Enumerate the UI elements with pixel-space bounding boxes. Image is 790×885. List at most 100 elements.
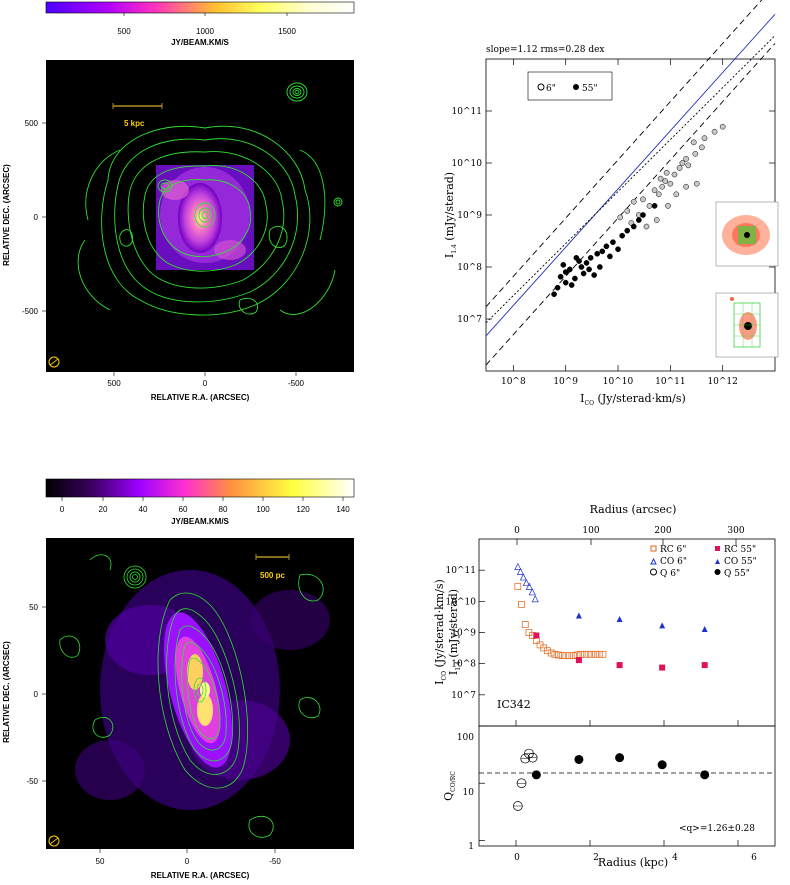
legend-b-item: 55" [582, 84, 598, 94]
point-6arcsec [693, 180, 700, 187]
point-rc-6 [592, 650, 599, 658]
ytick-label: 10^9 [451, 629, 476, 639]
point-55arcsec [572, 275, 578, 282]
galaxy-label: IC342 [497, 698, 531, 711]
point-6arcsec [665, 202, 671, 209]
panel-b: slope=1.12 rms=0.28 dex 10^8 10^9 10^10 10^… [443, 0, 779, 407]
point-rc-55 [616, 662, 623, 669]
panel-a: 500 1000 1500 JY/BEAM.KM/S [2, 1, 355, 402]
point-rc-6 [547, 649, 555, 657]
xtick-a: 500 [107, 379, 121, 388]
point-55arcsec [562, 269, 569, 275]
xtick-d: 4 [672, 853, 678, 863]
ylabel-c: RELATIVE DEC. (ARCSEC) [2, 641, 11, 743]
point-rc-6 [562, 652, 570, 660]
scalebar-a-label: 5 kpc [124, 119, 145, 128]
point-55arcsec [630, 223, 637, 230]
co-map-c [75, 570, 330, 810]
scalebar-c-label: 500 pc [260, 571, 285, 580]
point-6arcsec [683, 156, 689, 162]
point-rc-55 [533, 632, 540, 639]
lower-scatter-line [485, 43, 776, 366]
ytick-label: 10^10 [446, 597, 477, 607]
point-co-55 [616, 616, 623, 623]
legend-d-marker [650, 568, 657, 576]
legend-b-filled-marker [573, 84, 579, 90]
point-rc-6 [569, 652, 577, 660]
top-axis-label-d: Radius (arcsec) [590, 503, 677, 516]
point-6arcsec [683, 183, 689, 190]
point-6arcsec [663, 169, 670, 176]
point-co-6 [531, 595, 539, 603]
point-rc-55 [701, 662, 708, 669]
colorbar-a [45, 1, 355, 14]
xlabel-a: RELATIVE R.A. (ARCSEC) [151, 393, 250, 402]
colorbar-c [45, 478, 355, 498]
point-55arcsec [583, 260, 590, 266]
point-55arcsec [607, 253, 613, 260]
point-55arcsec [603, 243, 610, 250]
point-6arcsec [711, 128, 718, 135]
point-6arcsec [692, 150, 699, 157]
xtick-c: -50 [269, 857, 281, 866]
xtick-label: 10^10 [603, 377, 634, 387]
top-tick-d: 100 [582, 526, 599, 536]
upper-scatter-line [485, 0, 763, 308]
point-rc-6 [566, 652, 574, 660]
point-6arcsec [617, 214, 624, 221]
xtick-c: 50 [96, 857, 105, 866]
xtick-label: 10^9 [553, 377, 578, 387]
point-55arcsec [554, 284, 561, 291]
colorbar-c-tick: 80 [219, 505, 228, 514]
point-55arcsec [640, 212, 646, 218]
legend-d-marker [650, 557, 657, 565]
legend-d-item: Q 55" [724, 569, 750, 579]
point-6arcsec [659, 183, 666, 190]
colorbar-c-tick: 0 [60, 505, 65, 514]
legend-d-marker [715, 546, 720, 551]
point-6arcsec [679, 160, 686, 166]
xtick-a: -500 [288, 379, 305, 388]
ytick-d-lower: 10 [463, 788, 475, 798]
ylabel-a: RELATIVE DEC. (ARCSEC) [2, 164, 11, 266]
point-co-6 [519, 573, 527, 581]
plot-d-lower-frame [478, 725, 776, 847]
point-55arcsec [591, 272, 598, 278]
plot-b-ticks: 10^8 10^9 10^10 10^11 10^12 10^7 10^8 10^9 10^10… [452, 59, 775, 387]
point-55arcsec [551, 291, 557, 298]
legend-d-item: CO 55" [724, 557, 757, 567]
ytick-a: 0 [34, 213, 39, 222]
point-6arcsec [701, 135, 708, 142]
xlabel-b: ICO (Jy/sterad·km/s) [580, 392, 686, 407]
xlabel-d: Radius (kpc) [598, 856, 668, 869]
point-6arcsec [643, 223, 650, 230]
point-55arcsec [573, 254, 580, 261]
point-co-6 [522, 578, 530, 586]
colorbar-a-tick: 1500 [278, 27, 296, 36]
xtick-d: 6 [751, 853, 757, 863]
point-6arcsec [662, 178, 669, 184]
xtick-label: 10^8 [501, 377, 526, 387]
legend-d-marker [715, 559, 720, 564]
point-55arcsec [566, 266, 573, 273]
point-co-6 [528, 588, 536, 596]
point-6arcsec [698, 144, 705, 151]
point-6arcsec [671, 171, 678, 178]
xtick-d: 2 [593, 853, 599, 863]
ytick-c: 0 [34, 690, 39, 699]
xtick-label: 10^11 [655, 377, 685, 387]
point-55arcsec [560, 261, 567, 268]
colorbar-c-tick: 40 [139, 505, 148, 514]
point-rc-6 [599, 650, 607, 658]
point-55arcsec [568, 282, 575, 288]
point-55arcsec [562, 279, 569, 286]
ytick-a: -500 [22, 307, 39, 316]
colorbar-c-tick: 60 [179, 505, 188, 514]
ytick-label: 10^11 [452, 107, 482, 117]
ylabel-d-upper-rc: I1.4 (mJy/sterad) [447, 589, 462, 675]
colorbar-a-label: JY/BEAM.KM/S [171, 38, 229, 47]
point-6arcsec [719, 123, 726, 130]
point-co-6 [525, 582, 533, 590]
point-6arcsec [651, 187, 658, 194]
